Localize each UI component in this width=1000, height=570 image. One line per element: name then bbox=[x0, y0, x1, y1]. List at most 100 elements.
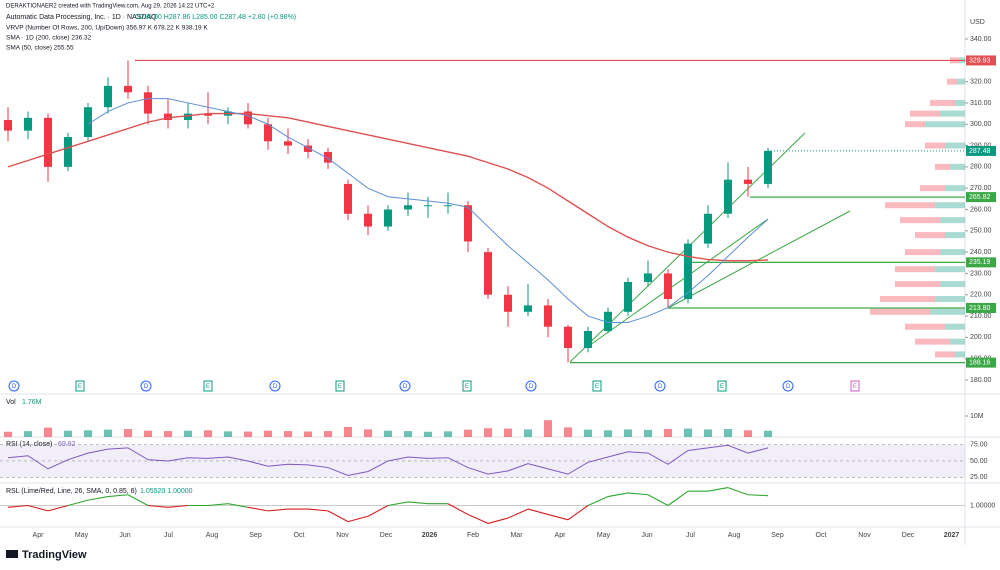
candle-body bbox=[604, 311, 612, 331]
vp-down bbox=[915, 338, 950, 345]
rsl-segment bbox=[527, 508, 549, 515]
x-tick-label: Mar bbox=[510, 532, 523, 539]
volume-bar bbox=[704, 429, 712, 437]
x-tick-label: 2026 bbox=[422, 532, 438, 539]
event-icon bbox=[75, 380, 85, 392]
rsl-segment bbox=[387, 501, 409, 507]
x-tick-label: Dec bbox=[380, 532, 393, 539]
rsl-segment bbox=[267, 508, 289, 512]
last-price-tag bbox=[966, 145, 996, 156]
candle-body bbox=[624, 281, 632, 312]
logo-text: TradingView bbox=[22, 549, 87, 561]
level-tag bbox=[966, 302, 996, 313]
vp-down bbox=[947, 78, 957, 85]
vp-down bbox=[895, 266, 935, 273]
event-label: D bbox=[786, 384, 791, 390]
level-label: 235.19 bbox=[969, 259, 991, 266]
y-tick-label: 200.00 bbox=[970, 334, 992, 341]
event-label: E bbox=[465, 384, 469, 390]
candle-body bbox=[304, 145, 312, 152]
ohlc: O285.00 H287.86 L285.00 C287.48 +2.80 (+… bbox=[135, 14, 296, 21]
rsl-segment bbox=[367, 505, 389, 517]
x-tick-label: Nov bbox=[336, 532, 349, 539]
rsl-segment bbox=[347, 515, 369, 523]
y-tick-label: 290.00 bbox=[970, 142, 992, 149]
x-tick-label: Nov bbox=[858, 532, 871, 539]
rsl-segment bbox=[167, 504, 189, 508]
vp-down bbox=[900, 217, 940, 224]
volume-bar bbox=[4, 431, 12, 437]
candle-body bbox=[64, 137, 72, 167]
event-icon bbox=[140, 380, 152, 392]
rsl-segment bbox=[7, 504, 29, 508]
candle-body bbox=[124, 85, 132, 93]
x-tick-label: Sep bbox=[771, 532, 784, 539]
legend-sma50: SMA (50, close) 255.55 bbox=[6, 45, 74, 52]
vp-down bbox=[935, 163, 950, 170]
rsl-segment bbox=[467, 513, 489, 524]
volume-bar bbox=[204, 430, 212, 437]
event-icon bbox=[592, 380, 602, 392]
level-tag bbox=[966, 257, 996, 268]
level-label: 188.16 bbox=[969, 359, 991, 366]
event-icon bbox=[525, 380, 537, 392]
volume-bar bbox=[604, 430, 612, 437]
vp-down bbox=[880, 296, 935, 303]
candle-body bbox=[744, 179, 752, 184]
volume-bar bbox=[664, 429, 672, 437]
candle-body bbox=[344, 183, 352, 214]
event-icon bbox=[654, 380, 666, 392]
vp-up bbox=[945, 232, 965, 239]
x-tick-label: Aug bbox=[206, 532, 219, 539]
candle-body bbox=[584, 330, 592, 349]
rsi-line bbox=[7, 444, 769, 476]
volume-bar bbox=[524, 429, 532, 437]
volume-bar bbox=[724, 429, 732, 437]
credit: DERAKTIONAER2 created with TradingView.c… bbox=[6, 4, 215, 10]
vp-up bbox=[955, 99, 965, 106]
vp-up bbox=[957, 78, 965, 85]
candle-body bbox=[724, 179, 732, 214]
y-tick-label: 280.00 bbox=[970, 164, 992, 171]
x-tick-label: Jul bbox=[164, 532, 173, 539]
event-label: D bbox=[144, 384, 149, 390]
level-tag bbox=[966, 357, 996, 368]
event-label: D bbox=[12, 384, 17, 390]
event-label: E bbox=[206, 384, 210, 390]
event-label: E bbox=[338, 384, 342, 390]
vp-up bbox=[945, 142, 965, 149]
event-label: E bbox=[78, 384, 82, 390]
y-tick-label: 340.00 bbox=[970, 36, 992, 43]
x-tick-label: Dec bbox=[902, 532, 915, 539]
x-tick-label: Aug bbox=[728, 532, 741, 539]
volume-bar bbox=[124, 429, 132, 437]
volume-bar bbox=[404, 431, 412, 437]
rsl-segment bbox=[507, 508, 529, 519]
candle-body bbox=[24, 117, 32, 131]
volume-bar bbox=[644, 429, 652, 437]
rsl-label: RSL (Lime/Red, Line, 26, SMA, 0, 0.85, 6… bbox=[6, 488, 137, 495]
vp-down bbox=[925, 142, 945, 149]
event-label: D bbox=[529, 384, 534, 390]
volume-bar bbox=[224, 431, 232, 437]
volume-bar bbox=[64, 430, 72, 437]
rsi-label: RSI (14, close) bbox=[6, 441, 52, 448]
candle-body bbox=[664, 273, 672, 300]
y-tick-label: 220.00 bbox=[970, 292, 992, 299]
logo-mark bbox=[6, 550, 18, 558]
vp-up bbox=[950, 163, 965, 170]
volume-bar bbox=[44, 427, 52, 437]
candle-body bbox=[4, 119, 12, 131]
vp-down bbox=[930, 99, 955, 106]
candle-body bbox=[284, 141, 292, 146]
volume-bar bbox=[184, 430, 192, 437]
candle-body bbox=[644, 273, 652, 282]
sma50-line bbox=[87, 98, 769, 323]
x-tick-label: Sep bbox=[249, 532, 262, 539]
volume-bar bbox=[144, 430, 152, 437]
candle-body bbox=[544, 305, 552, 327]
vol-label: Vol bbox=[6, 399, 16, 406]
candle-body bbox=[404, 205, 412, 210]
vp-up bbox=[935, 266, 965, 273]
